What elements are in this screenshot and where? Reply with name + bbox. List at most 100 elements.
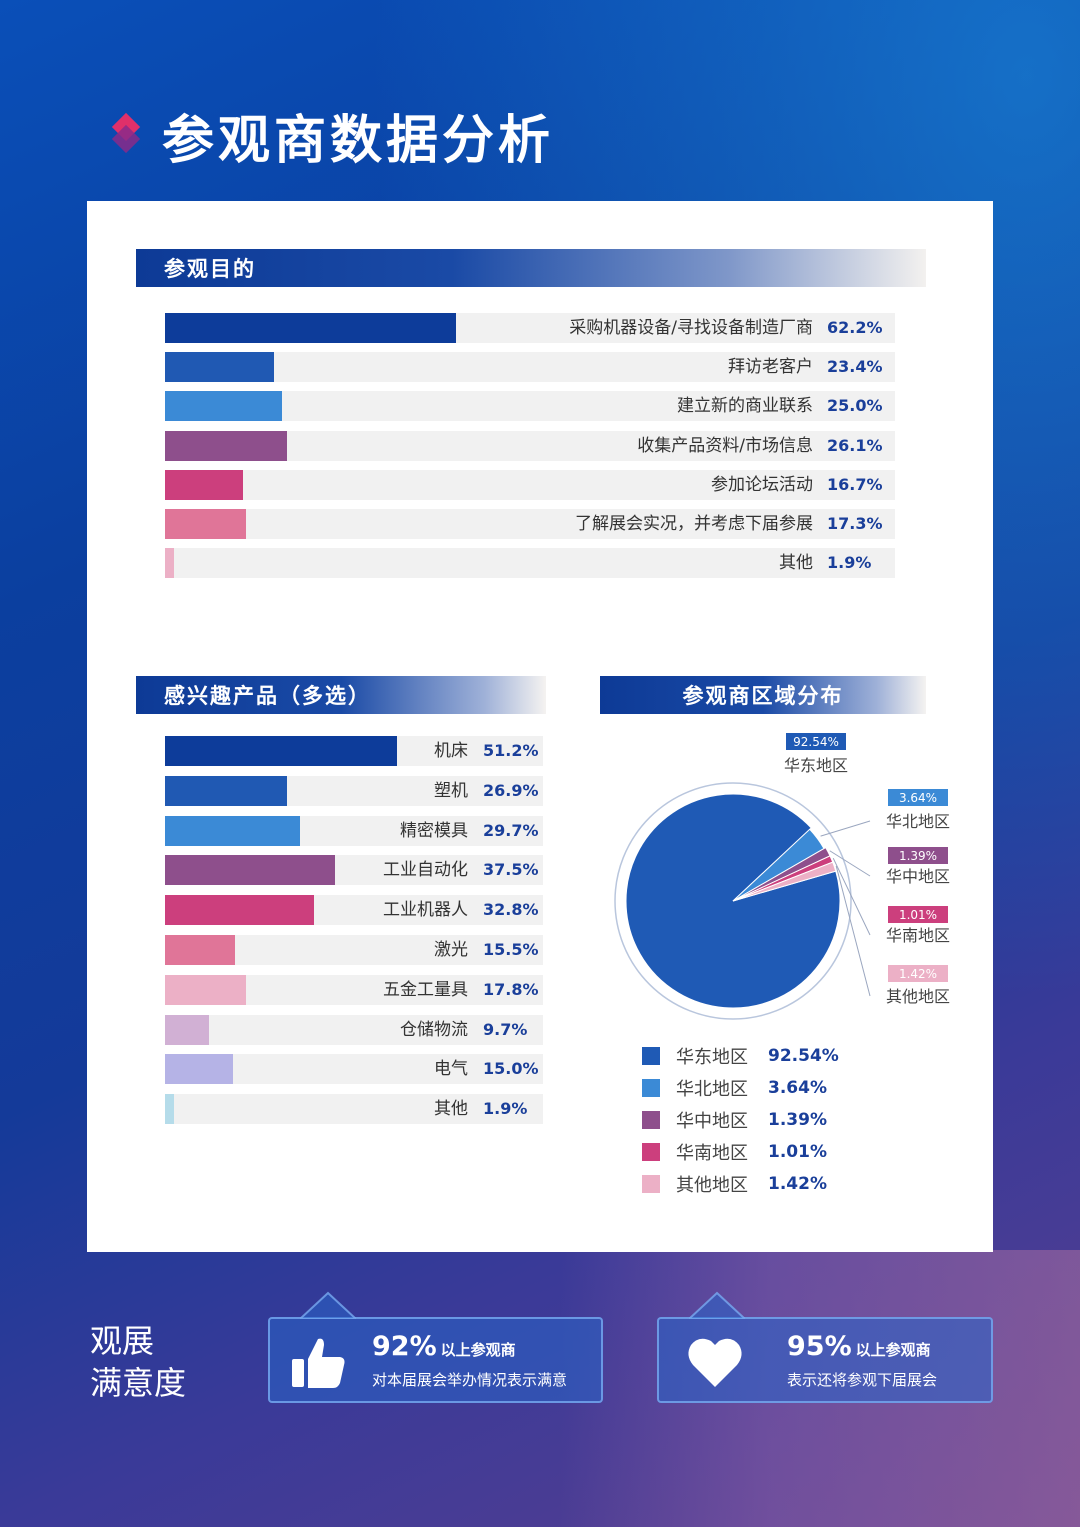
bar-value-label: 23.4% bbox=[827, 357, 883, 377]
legend-swatch bbox=[642, 1175, 660, 1193]
bar bbox=[165, 352, 275, 383]
bar-row: 机床 51.2% bbox=[165, 736, 543, 766]
bar-category-label: 机床 bbox=[434, 741, 468, 761]
legend-label: 华南地区 bbox=[676, 1143, 748, 1164]
bar-category-label: 采购机器设备/寻找设备制造厂商 bbox=[569, 318, 813, 338]
bar bbox=[165, 935, 236, 965]
bar-category-label: 五金工量具 bbox=[383, 979, 468, 1000]
bar bbox=[165, 391, 282, 422]
thumbs-up-icon bbox=[292, 1338, 345, 1388]
bar bbox=[165, 469, 244, 500]
bar-category-label: 其他 bbox=[779, 553, 813, 574]
pie-value-badge bbox=[888, 906, 948, 923]
legend-value: 1.01% bbox=[768, 1142, 827, 1162]
bar-row: 参加论坛活动 16.7% bbox=[165, 469, 895, 500]
legend-swatch bbox=[642, 1079, 660, 1097]
legend-value: 3.64% bbox=[768, 1078, 827, 1098]
bar-category-label: 仓储物流 bbox=[400, 1019, 468, 1040]
heart-icon bbox=[688, 1338, 742, 1387]
pie-slice-4 bbox=[732, 861, 837, 902]
legend-label: 其他地区 bbox=[676, 1175, 748, 1196]
content-card: 参观目的 采购机器设备/寻找设备制造厂商 62.2% 拜访老客户 23.4% 建立新的商… bbox=[87, 201, 993, 1252]
satisfaction-text-2: 表示还将参观下届展会 bbox=[787, 1371, 938, 1389]
satisfaction-text-1: 对本届展会举办情况表示满意 bbox=[372, 1371, 568, 1389]
bar-value-label: 51.2% bbox=[483, 741, 539, 760]
pie-value-badge bbox=[786, 733, 846, 750]
bar-value-label: 25.0% bbox=[827, 396, 883, 416]
legend-item: 华中地区 1.39% bbox=[642, 1109, 827, 1132]
page-title: 参观商数据分析 bbox=[162, 110, 555, 171]
satisfaction-title-line1: 观展 bbox=[90, 1322, 155, 1360]
stat-suffix: 以上参观商 bbox=[440, 1341, 516, 1359]
card-tab-shape bbox=[300, 1291, 356, 1319]
bar-category-label: 参加论坛活动 bbox=[711, 474, 813, 495]
bar-row: 其他 1.9% bbox=[165, 548, 895, 579]
bar-value-label: 26.1% bbox=[827, 435, 883, 455]
bar bbox=[165, 855, 336, 886]
bar-value-label: 29.7% bbox=[483, 820, 539, 840]
bar-row: 工业自动化 37.5% bbox=[165, 855, 543, 886]
pie-value-label: 1.01% bbox=[899, 908, 937, 922]
bar-row: 其他 1.9% bbox=[165, 1094, 543, 1125]
pie-value-label: 1.39% bbox=[899, 849, 937, 863]
bar bbox=[165, 775, 288, 806]
bar bbox=[165, 1014, 209, 1045]
satisfaction-card-2: 95% 以上参观商 表示还将参观下届展会 bbox=[657, 1291, 993, 1403]
satisfaction-card-1: 92% 以上参观商 对本届展会举办情况表示满意 bbox=[268, 1291, 603, 1403]
legend-label: 华中地区 bbox=[676, 1111, 748, 1132]
pie-category-label: 华南地区 bbox=[886, 926, 950, 945]
pie-value-badge bbox=[888, 847, 948, 864]
bar-row: 五金工量具 17.8% bbox=[165, 974, 543, 1005]
bar bbox=[165, 895, 314, 926]
pie-leader-line bbox=[829, 850, 871, 877]
bar-category-label: 精密模具 bbox=[400, 820, 468, 841]
legend-label: 华北地区 bbox=[676, 1079, 748, 1100]
region-pie-chart: 92.54% 华东地区 3.64% 华北地区 1.39% 华中地区 1.01% 华南地区 1.4… bbox=[600, 721, 980, 1021]
bar-category-label: 拜访老客户 bbox=[728, 357, 813, 378]
satisfaction-stat-1: 92% 以上参观商 bbox=[372, 1331, 516, 1362]
pie-value-label: 92.54% bbox=[793, 735, 839, 749]
legend-value: 1.39% bbox=[768, 1110, 827, 1130]
bar bbox=[165, 509, 246, 539]
bar-value-label: 62.2% bbox=[827, 318, 883, 337]
bar bbox=[165, 548, 174, 579]
bar bbox=[165, 736, 398, 766]
pie-value-badge bbox=[888, 965, 948, 982]
bar bbox=[165, 1094, 174, 1125]
legend-swatch bbox=[642, 1111, 660, 1129]
legend-item: 其他地区 1.42% bbox=[642, 1173, 827, 1196]
section-header-purpose: 参观目的 bbox=[136, 249, 926, 287]
legend-label: 华东地区 bbox=[676, 1047, 748, 1068]
legend-item: 华南地区 1.01% bbox=[642, 1141, 827, 1164]
bar-value-label: 16.7% bbox=[827, 474, 883, 494]
bar-category-label: 工业自动化 bbox=[383, 860, 468, 881]
bar-row: 塑机 26.9% bbox=[165, 775, 543, 806]
card-tab-shape bbox=[689, 1291, 745, 1319]
bar-value-label: 1.9% bbox=[827, 553, 872, 573]
pie-value-badge bbox=[888, 789, 948, 806]
bar-value-label: 1.9% bbox=[483, 1099, 528, 1119]
bar-value-label: 32.8% bbox=[483, 900, 539, 920]
legend-item: 华东地区 92.54% bbox=[642, 1045, 839, 1068]
bar-value-label: 15.0% bbox=[483, 1059, 539, 1079]
bar-row: 拜访老客户 23.4% bbox=[165, 352, 895, 383]
pie-leader-line bbox=[835, 865, 871, 997]
bar-row: 精密模具 29.7% bbox=[165, 815, 543, 846]
pie-outer-ring bbox=[614, 782, 852, 1020]
bar-category-label: 电气 bbox=[434, 1059, 468, 1080]
bar bbox=[165, 815, 300, 846]
bar-category-label: 激光 bbox=[434, 940, 468, 960]
pie-leader-line bbox=[820, 820, 871, 837]
pie-category-label: 华北地区 bbox=[886, 812, 950, 831]
diamond-icon bbox=[111, 112, 142, 155]
pie-category-label: 华中地区 bbox=[886, 867, 950, 886]
satisfaction-stat-2: 95% 以上参观商 bbox=[787, 1331, 931, 1362]
bar bbox=[165, 974, 246, 1005]
bar-category-label: 了解展会实况，并考虑下届参展 bbox=[575, 514, 813, 534]
bar-row: 电气 15.0% bbox=[165, 1054, 543, 1085]
region-pie-svg: 92.54% 华东地区 3.64% 华北地区 1.39% 华中地区 1.01% 华南地区 1.4… bbox=[614, 733, 950, 1020]
bar bbox=[165, 1054, 234, 1085]
bar-value-label: 37.5% bbox=[483, 860, 539, 880]
stat-percent: 92% bbox=[372, 1331, 437, 1362]
bar-row: 仓储物流 9.7% bbox=[165, 1014, 543, 1045]
